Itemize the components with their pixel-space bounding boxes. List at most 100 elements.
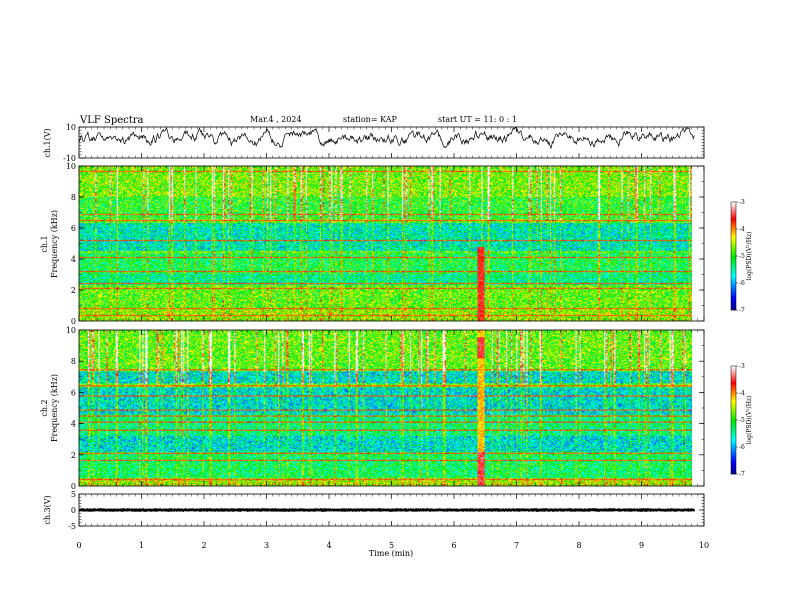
- ch1-spectrogram-ylabel-channel: ch.1: [40, 235, 49, 252]
- figure-title: VLF Spectra: [79, 115, 144, 126]
- ch2-colorbar-swatch: [731, 459, 736, 462]
- ch1-colorbar-swatch: [731, 245, 736, 248]
- ch1-colorbar-swatch: [731, 281, 736, 284]
- ch2-colorbar-swatch: [731, 445, 736, 448]
- ch1-colorbar-swatch: [731, 274, 736, 277]
- ch1-colorbar-swatch: [731, 263, 736, 266]
- ch2-colorbar-swatch: [731, 382, 736, 385]
- ch1-spectrogram-ytick-label: 10: [66, 162, 76, 171]
- ch2-colorbar-swatch: [731, 434, 736, 437]
- ch1-colorbar-swatch: [731, 302, 736, 305]
- ch2-colorbar-swatch: [731, 378, 736, 381]
- ch2-colorbar-swatch: [731, 430, 736, 433]
- ch2-colorbar-swatch: [731, 425, 736, 428]
- ch1-colorbar-swatch: [731, 277, 736, 280]
- ch1-spectrogram-panel: 0 2 4 6 8 10 ch.1 Frequency (kHz) -3 -4 -5 -6 -7 l…: [40, 162, 753, 326]
- ch2-colorbar-swatch: [731, 463, 736, 466]
- ch2-colorbar-label: log(PSD)(V²/Hz): [746, 396, 753, 445]
- ch2-spectrogram-ylabel-channel: ch.2: [40, 399, 49, 416]
- ch2-colorbar-swatch: [731, 411, 736, 414]
- ch1-colorbar-swatch: [731, 304, 736, 307]
- ch1-colorbar-swatch: [731, 272, 736, 275]
- ch1-colorbar-swatch: [731, 223, 736, 226]
- ch3-waveform-ylabel: ch.3(V): [43, 495, 52, 524]
- ch1-colorbar-swatch: [731, 252, 736, 255]
- ch2-colorbar-swatch: [731, 447, 736, 450]
- ch1-colorbar-tick-label: -6: [739, 280, 745, 287]
- ch1-colorbar-swatch: [731, 288, 736, 291]
- ch2-colorbar-swatch: [731, 380, 736, 383]
- time-tick-label: 9: [639, 541, 644, 550]
- time-tick-label: 0: [76, 541, 81, 550]
- ch1-colorbar-swatch: [731, 301, 736, 304]
- ch2-spectrogram-ytick-label: 2: [71, 451, 76, 460]
- ch1-colorbar-swatch: [731, 293, 736, 296]
- ch2-colorbar-swatch: [731, 465, 736, 468]
- ch2-colorbar-swatch: [731, 403, 736, 406]
- ch1-colorbar-swatch: [731, 203, 736, 206]
- ch2-colorbar-swatch: [731, 407, 736, 410]
- ch2-colorbar: -3 -4 -5 -6 -7 log(PSD)(V²/Hz): [730, 363, 753, 478]
- ch1-colorbar-swatch: [731, 232, 736, 235]
- ch1-colorbar-swatch: [731, 275, 736, 278]
- ch2-colorbar-swatch: [731, 389, 736, 392]
- ch2-colorbar-swatch: [731, 423, 736, 426]
- ch2-colorbar-swatch: [731, 421, 736, 424]
- ch2-colorbar-tick-label: -3: [739, 363, 745, 370]
- ch2-colorbar-swatch: [731, 394, 736, 397]
- ch2-colorbar-swatch: [731, 457, 736, 460]
- ch2-colorbar-swatch: [731, 412, 736, 415]
- ch2-colorbar-swatch: [731, 454, 736, 457]
- ch1-colorbar-swatch: [731, 292, 736, 295]
- ch1-colorbar-swatch: [731, 202, 736, 205]
- ch2-spectrogram-ytick-label: 4: [71, 420, 76, 429]
- ch2-colorbar-tick-label: -4: [739, 390, 745, 397]
- time-axis-label: Time (min): [369, 549, 413, 558]
- ch1-colorbar-swatch: [731, 270, 736, 273]
- ch2-colorbar-swatch: [731, 441, 736, 444]
- ch2-colorbar-swatch: [731, 452, 736, 455]
- ch1-colorbar-swatch: [731, 286, 736, 289]
- ch1-spectrogram-image: [79, 166, 692, 321]
- ch1-colorbar-swatch: [731, 241, 736, 244]
- ch2-colorbar-swatch: [731, 448, 736, 451]
- time-tick-label: 6: [451, 541, 456, 550]
- ch3-waveform-panel: 5 0 -5 ch.3(V): [43, 490, 705, 531]
- ch1-colorbar-swatch: [731, 216, 736, 219]
- ch2-colorbar-swatch: [731, 400, 736, 403]
- ch1-colorbar-swatch: [731, 227, 736, 230]
- ch1-colorbar-swatch: [731, 220, 736, 223]
- ch1-colorbar-swatch: [731, 284, 736, 287]
- ch2-colorbar-swatch: [731, 429, 736, 432]
- ch2-colorbar-swatch: [731, 367, 736, 370]
- ch3-waveform-ytick-label: 0: [71, 506, 76, 515]
- ch1-colorbar-swatch: [731, 250, 736, 253]
- ch1-colorbar-tick-label: -4: [739, 226, 745, 233]
- ch2-colorbar-swatch: [731, 402, 736, 405]
- ch2-spectrogram-ytick-label: 8: [71, 357, 76, 366]
- ch1-colorbar-swatch: [731, 214, 736, 217]
- ch1-colorbar: -3 -4 -5 -6 -7 log(PSD)(V²/Hz): [730, 199, 753, 314]
- time-tick-label: 10: [699, 541, 709, 550]
- time-tick-label: 2: [201, 541, 206, 550]
- ch1-spectrogram-ytick-label: 4: [71, 255, 76, 264]
- ch2-spectrogram-panel: 0 2 4 6 8 10 ch.2 Frequency (kHz) -3 -4 -5 -6 -7 l…: [40, 326, 753, 491]
- ch2-spectrogram-ytick-label: 0: [71, 482, 76, 491]
- ch1-waveform-line: [78, 126, 695, 150]
- ch2-colorbar-swatch: [731, 391, 736, 394]
- ch1-colorbar-tick-label: -5: [739, 253, 745, 260]
- time-tick-label: 1: [139, 541, 144, 550]
- ch2-colorbar-swatch: [731, 405, 736, 408]
- ch2-colorbar-swatch: [731, 393, 736, 396]
- ch1-colorbar-swatch: [731, 257, 736, 260]
- ch1-colorbar-swatch: [731, 211, 736, 214]
- ch1-colorbar-swatch: [731, 297, 736, 300]
- ch1-waveform-panel: 10 -10 ch.1(V): [43, 123, 705, 163]
- ch1-colorbar-tick-label: -3: [739, 199, 745, 206]
- ch1-colorbar-swatch: [731, 209, 736, 212]
- ch1-colorbar-label: log(PSD)(V²/Hz): [746, 232, 753, 281]
- ch2-colorbar-swatch: [731, 427, 736, 430]
- ch2-colorbar-swatch: [731, 376, 736, 379]
- ch1-colorbar-swatch: [731, 225, 736, 228]
- ch1-colorbar-swatch: [731, 238, 736, 241]
